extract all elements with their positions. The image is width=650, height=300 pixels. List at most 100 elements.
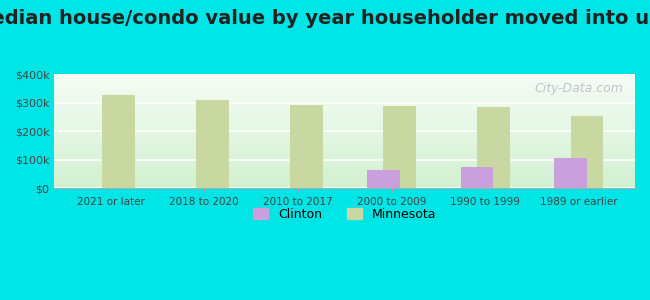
- Bar: [55, 147, 635, 148]
- Bar: [55, 88, 635, 89]
- Bar: [55, 129, 635, 130]
- Bar: [55, 185, 635, 186]
- Bar: [290, 105, 322, 188]
- Bar: [55, 89, 635, 90]
- Bar: [55, 87, 635, 88]
- Bar: [55, 138, 635, 139]
- Bar: [55, 151, 635, 152]
- Bar: [55, 121, 635, 122]
- Bar: [55, 166, 635, 167]
- Bar: [55, 144, 635, 145]
- Bar: [55, 140, 635, 142]
- Bar: [55, 108, 635, 110]
- Bar: [55, 156, 635, 158]
- Bar: [55, 115, 635, 116]
- Bar: [55, 91, 635, 92]
- Bar: [55, 76, 635, 77]
- Bar: [55, 74, 635, 75]
- Bar: [55, 82, 635, 83]
- Bar: [55, 182, 635, 183]
- Bar: [55, 186, 635, 187]
- Bar: [55, 120, 635, 121]
- Bar: [554, 158, 587, 188]
- Bar: [55, 135, 635, 136]
- Bar: [55, 111, 635, 112]
- Bar: [55, 179, 635, 181]
- Bar: [55, 124, 635, 125]
- Bar: [55, 181, 635, 182]
- Bar: [55, 128, 635, 129]
- Bar: [55, 123, 635, 124]
- Bar: [55, 79, 635, 80]
- Bar: [55, 104, 635, 105]
- Bar: [55, 116, 635, 118]
- Bar: [55, 145, 635, 146]
- Bar: [55, 131, 635, 132]
- Bar: [384, 106, 416, 188]
- Legend: Clinton, Minnesota: Clinton, Minnesota: [248, 203, 441, 226]
- Bar: [55, 155, 635, 156]
- Bar: [55, 80, 635, 81]
- Bar: [55, 96, 635, 97]
- Bar: [55, 183, 635, 184]
- Bar: [55, 100, 635, 101]
- Bar: [55, 127, 635, 128]
- Bar: [55, 118, 635, 120]
- Bar: [55, 175, 635, 176]
- Bar: [55, 160, 635, 161]
- Bar: [55, 105, 635, 106]
- Text: City-Data.com: City-Data.com: [534, 82, 623, 95]
- Bar: [55, 110, 635, 111]
- Bar: [477, 107, 510, 188]
- Bar: [55, 114, 635, 115]
- Bar: [55, 168, 635, 169]
- Bar: [55, 171, 635, 172]
- Bar: [367, 170, 400, 188]
- Bar: [571, 116, 603, 188]
- Bar: [55, 152, 635, 153]
- Bar: [55, 132, 635, 134]
- Bar: [55, 153, 635, 154]
- Bar: [55, 99, 635, 100]
- Bar: [55, 164, 635, 166]
- Bar: [55, 139, 635, 140]
- Bar: [55, 172, 635, 174]
- Bar: [55, 113, 635, 114]
- Bar: [55, 154, 635, 155]
- Bar: [55, 161, 635, 162]
- Bar: [55, 81, 635, 82]
- Bar: [55, 75, 635, 76]
- Bar: [55, 148, 635, 150]
- Bar: [55, 178, 635, 179]
- Bar: [55, 85, 635, 87]
- Bar: [461, 167, 493, 188]
- Bar: [55, 94, 635, 96]
- Bar: [55, 162, 635, 163]
- Bar: [55, 77, 635, 79]
- Bar: [55, 103, 635, 104]
- Bar: [55, 142, 635, 143]
- Bar: [55, 146, 635, 147]
- Bar: [55, 167, 635, 168]
- Bar: [55, 90, 635, 91]
- Bar: [55, 134, 635, 135]
- Bar: [55, 163, 635, 164]
- Bar: [55, 184, 635, 185]
- Bar: [55, 159, 635, 160]
- Bar: [55, 97, 635, 98]
- Bar: [55, 125, 635, 127]
- Bar: [55, 130, 635, 131]
- Bar: [55, 176, 635, 177]
- Bar: [55, 83, 635, 84]
- Bar: [55, 92, 635, 94]
- Bar: [55, 107, 635, 108]
- Bar: [55, 122, 635, 123]
- Bar: [103, 95, 135, 188]
- Text: Median house/condo value by year householder moved into unit: Median house/condo value by year househo…: [0, 9, 650, 28]
- Bar: [55, 137, 635, 138]
- Bar: [55, 169, 635, 170]
- Bar: [55, 143, 635, 144]
- Bar: [55, 174, 635, 175]
- Bar: [55, 101, 635, 103]
- Bar: [196, 100, 229, 188]
